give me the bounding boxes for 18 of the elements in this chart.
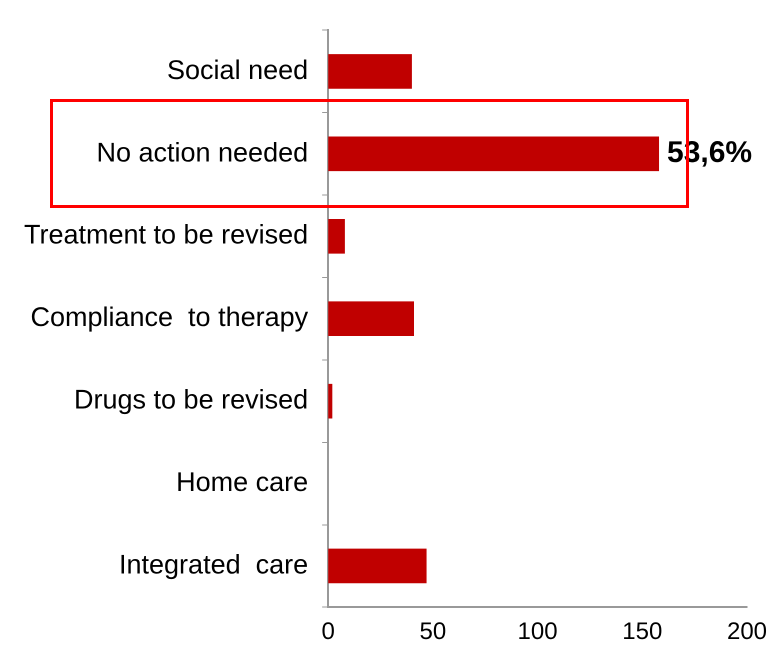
y-tick-label: Integrated care [119,549,308,580]
bar [328,218,345,254]
x-tick-label: 50 [420,618,446,646]
y-tick-label: Drugs to be revised [74,384,308,415]
y-tick-label: No action needed [96,137,308,168]
bar [328,384,332,418]
x-tick-label: 0 [321,618,335,646]
bar [328,136,660,172]
x-tick-label: 150 [622,618,662,646]
y-tick-label: Compliance to therapy [30,302,309,332]
y-tick-label: Social need [167,54,308,85]
bar [328,548,427,584]
x-tick-label: 100 [518,618,558,646]
y-tick-label: Home care [176,467,308,498]
y-tick-label: Treatment to be revised [24,220,308,250]
bar [328,54,412,89]
bar [328,301,414,336]
x-tick-label: 200 [726,618,768,646]
